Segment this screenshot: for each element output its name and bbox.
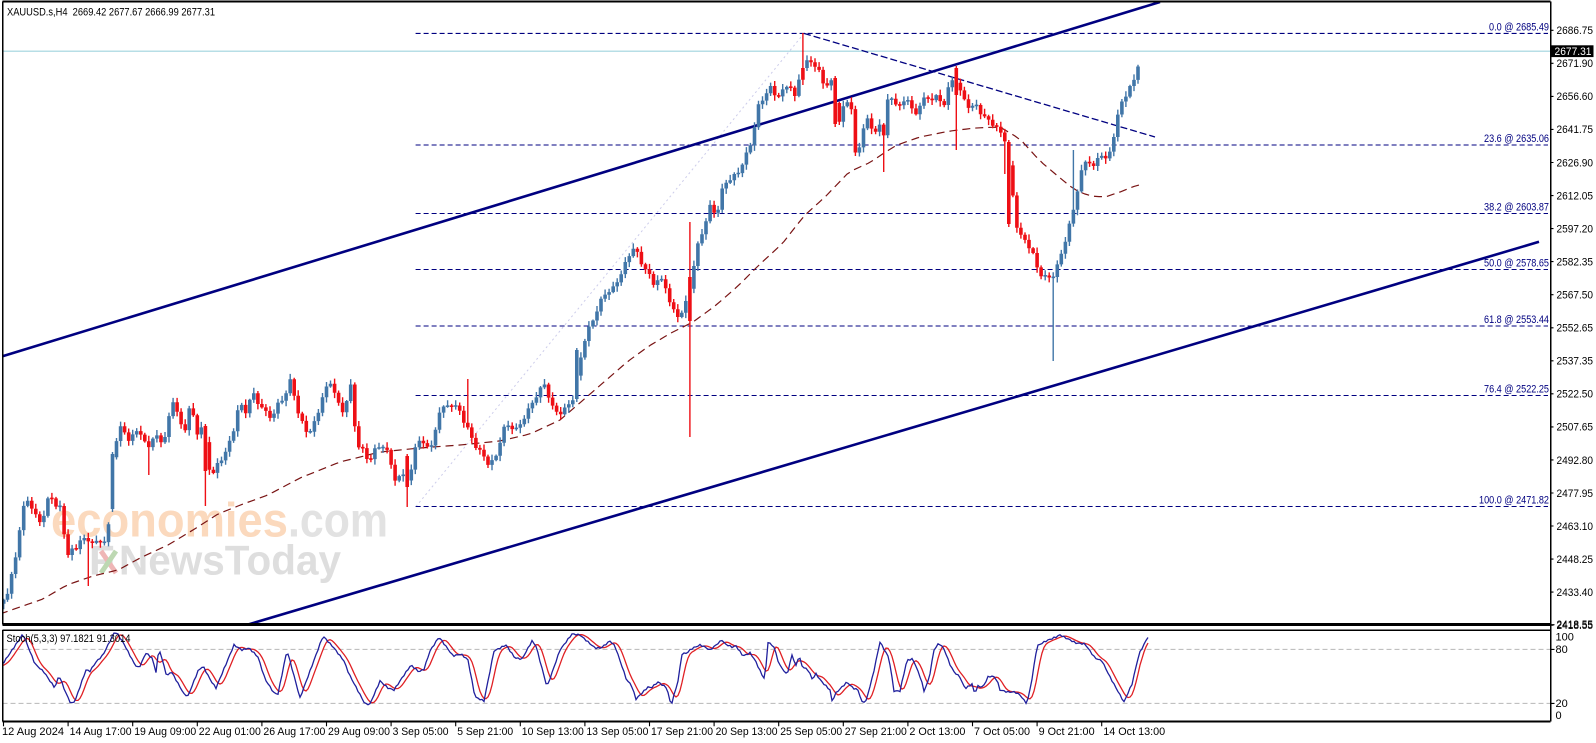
svg-text:9 Oct 21:00: 9 Oct 21:00	[1039, 726, 1095, 738]
svg-text:29 Aug 09:00: 29 Aug 09:00	[328, 726, 390, 738]
svg-text:20 Sep 13:00: 20 Sep 13:00	[716, 726, 778, 738]
svg-text:14 Oct 13:00: 14 Oct 13:00	[1103, 726, 1165, 738]
svg-text:2463.10: 2463.10	[1557, 521, 1594, 533]
svg-text:.com: .com	[288, 494, 388, 548]
svg-text:2448.25: 2448.25	[1557, 554, 1594, 566]
svg-text:2 Oct 13:00: 2 Oct 13:00	[909, 726, 965, 738]
svg-text:0: 0	[1556, 710, 1562, 722]
svg-text:5 Sep 21:00: 5 Sep 21:00	[457, 726, 513, 738]
svg-text:22 Aug 01:00: 22 Aug 01:00	[199, 726, 261, 738]
svg-text:2418.55: 2418.55	[1557, 620, 1594, 632]
svg-text:2582.35: 2582.35	[1557, 256, 1594, 268]
svg-text:2492.80: 2492.80	[1557, 455, 1594, 467]
svg-text:80: 80	[1556, 644, 1568, 656]
svg-text:2522.50: 2522.50	[1557, 389, 1594, 401]
svg-text:12 Aug 2024: 12 Aug 2024	[2, 726, 64, 738]
svg-text:0.0 @ 2685.49: 0.0 @ 2685.49	[1489, 22, 1549, 34]
svg-text:2552.65: 2552.65	[1557, 323, 1594, 335]
svg-text:2418.55: 2418.55	[1557, 619, 1594, 631]
svg-text:27 Sep 21:00: 27 Sep 21:00	[845, 726, 907, 738]
svg-text:61.8 @ 2553.44: 61.8 @ 2553.44	[1484, 314, 1549, 326]
svg-text:2477.95: 2477.95	[1557, 488, 1594, 500]
svg-text:2641.75: 2641.75	[1557, 124, 1594, 136]
svg-text:17 Sep 21:00: 17 Sep 21:00	[651, 726, 713, 738]
svg-text:2537.35: 2537.35	[1557, 356, 1594, 368]
svg-text:50.0 @ 2578.65: 50.0 @ 2578.65	[1484, 258, 1549, 270]
svg-text:2597.20: 2597.20	[1557, 223, 1594, 235]
svg-text:13 Sep 05:00: 13 Sep 05:00	[586, 726, 648, 738]
svg-text:2433.40: 2433.40	[1557, 587, 1594, 599]
svg-text:10 Sep 13:00: 10 Sep 13:00	[522, 726, 584, 738]
svg-text:NewsToday: NewsToday	[119, 537, 342, 584]
svg-text:25 Sep 05:00: 25 Sep 05:00	[780, 726, 842, 738]
svg-text:19 Aug 09:00: 19 Aug 09:00	[134, 726, 196, 738]
svg-text:14 Aug 17:00: 14 Aug 17:00	[70, 726, 132, 738]
svg-text:2567.50: 2567.50	[1557, 290, 1594, 302]
svg-text:2677.31: 2677.31	[1555, 46, 1592, 58]
svg-text:3 Sep 05:00: 3 Sep 05:00	[393, 726, 449, 738]
svg-text:20: 20	[1556, 698, 1568, 710]
svg-text:76.4 @ 2522.25: 76.4 @ 2522.25	[1484, 384, 1549, 396]
svg-text:2656.60: 2656.60	[1557, 91, 1594, 103]
svg-text:100: 100	[1556, 632, 1574, 644]
svg-text:Stoch(5,3,3) 97.1821 91.3014: Stoch(5,3,3) 97.1821 91.3014	[7, 633, 131, 645]
svg-text:7 Oct 05:00: 7 Oct 05:00	[974, 726, 1030, 738]
svg-text:38.2 @ 2603.87: 38.2 @ 2603.87	[1484, 202, 1549, 214]
svg-text:2612.05: 2612.05	[1557, 190, 1594, 202]
svg-text:26 Aug 17:00: 26 Aug 17:00	[263, 726, 325, 738]
svg-text:2686.75: 2686.75	[1557, 25, 1594, 37]
svg-text:XAUUSD.s,H4 2669.42 2677.67 2: XAUUSD.s,H4 2669.42 2677.67 2666.99 2677…	[7, 7, 215, 19]
svg-text:100.0 @ 2471.82: 100.0 @ 2471.82	[1479, 495, 1549, 507]
svg-text:23.6 @ 2635.06: 23.6 @ 2635.06	[1484, 133, 1549, 145]
svg-text:2507.65: 2507.65	[1557, 422, 1594, 434]
svg-text:2671.90: 2671.90	[1557, 58, 1594, 70]
svg-text:2626.90: 2626.90	[1557, 157, 1594, 169]
